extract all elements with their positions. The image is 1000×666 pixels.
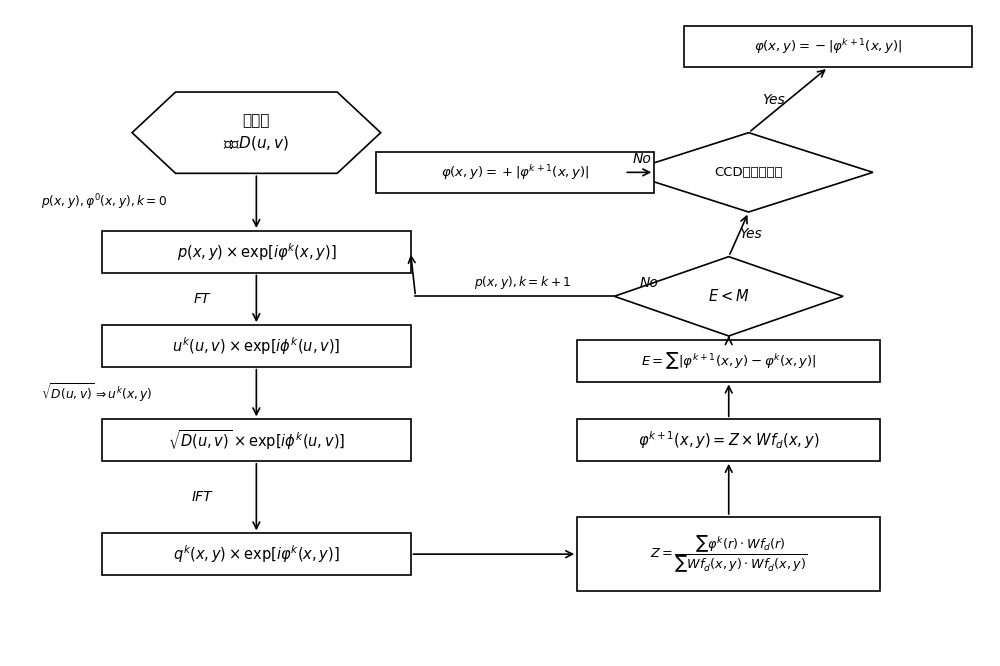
FancyBboxPatch shape [577,517,880,591]
Text: No: No [640,276,659,290]
Text: $q^{k}(x,y)\times\exp[i\varphi^{k}(x,y)]$: $q^{k}(x,y)\times\exp[i\varphi^{k}(x,y)]… [173,543,340,565]
Polygon shape [624,133,873,212]
FancyBboxPatch shape [102,420,411,461]
Text: $\varphi^{k+1}(x,y)=Z\times Wf_{d}(x,y)$: $\varphi^{k+1}(x,y)=Z\times Wf_{d}(x,y)$ [638,430,819,451]
FancyBboxPatch shape [684,25,972,67]
Text: CCD位于焦面前: CCD位于焦面前 [714,166,783,179]
Text: $p(x,y),\varphi^{0}(x,y),k=0$: $p(x,y),\varphi^{0}(x,y),k=0$ [41,192,167,212]
Text: $E<M$: $E<M$ [708,288,749,304]
Text: FT: FT [193,292,210,306]
Polygon shape [132,92,381,173]
Text: $\sqrt{D(u,v)}\Rightarrow u^{k}(x,y)$: $\sqrt{D(u,v)}\Rightarrow u^{k}(x,y)$ [41,382,152,404]
Text: Yes: Yes [739,227,762,241]
FancyBboxPatch shape [102,325,411,367]
Text: Yes: Yes [762,93,785,107]
Text: $Z=\dfrac{\sum\varphi^{k}(r)\cdot Wf_{d}(r)}{\sum Wf_{d}(x,y)\cdot Wf_{d}(x,y)}$: $Z=\dfrac{\sum\varphi^{k}(r)\cdot Wf_{d}… [650,533,807,575]
Text: No: No [633,153,652,166]
Text: $E=\sum|\varphi^{k+1}(x,y)-\varphi^{k}(x,y)|$: $E=\sum|\varphi^{k+1}(x,y)-\varphi^{k}(x… [641,350,817,371]
Text: $\sqrt{D(u,v)}\times\exp[i\phi^{k}(u,v)]$: $\sqrt{D(u,v)}\times\exp[i\phi^{k}(u,v)]… [168,428,345,452]
Polygon shape [614,256,843,336]
Text: $u^{k}(u,v)\times\exp[i\phi^{k}(u,v)]$: $u^{k}(u,v)\times\exp[i\phi^{k}(u,v)]$ [172,335,341,357]
Text: $p(x,y),k=k+1$: $p(x,y),k=k+1$ [474,274,571,291]
FancyBboxPatch shape [376,152,654,193]
Text: 离焦面
图像$D(u,v)$: 离焦面 图像$D(u,v)$ [223,113,290,152]
Text: IFT: IFT [191,490,212,504]
Text: $\varphi(x,y)=-|\varphi^{k+1}(x,y)|$: $\varphi(x,y)=-|\varphi^{k+1}(x,y)|$ [754,37,902,56]
FancyBboxPatch shape [577,420,880,461]
Text: $\varphi(x,y)=+|\varphi^{k+1}(x,y)|$: $\varphi(x,y)=+|\varphi^{k+1}(x,y)|$ [441,163,589,182]
Text: $p(x,y)\times\exp[i\varphi^{k}(x,y)]$: $p(x,y)\times\exp[i\varphi^{k}(x,y)]$ [177,241,336,262]
FancyBboxPatch shape [102,231,411,272]
FancyBboxPatch shape [577,340,880,382]
FancyBboxPatch shape [102,533,411,575]
